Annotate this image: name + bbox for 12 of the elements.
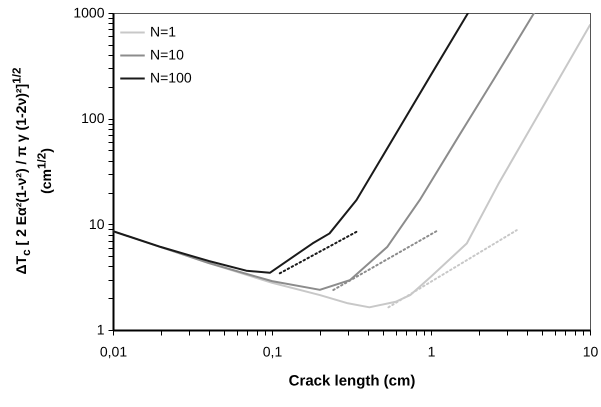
- y-tick-label: 100: [81, 110, 105, 126]
- y-tick-label: 1000: [73, 4, 105, 20]
- x-tick-label: 0,01: [100, 344, 128, 360]
- y-tick-label: 1: [96, 322, 105, 338]
- x-axis-title: Crack length (cm): [288, 372, 416, 390]
- x-tick-label: 1: [428, 344, 436, 360]
- legend-label: N=10: [150, 46, 184, 62]
- legend-label: N=100: [150, 70, 192, 86]
- y-tick-label: 10: [88, 216, 105, 232]
- legend-label: N=1: [150, 24, 176, 40]
- x-tick-label: 0,1: [262, 344, 282, 360]
- x-tick-label: 10: [582, 344, 598, 360]
